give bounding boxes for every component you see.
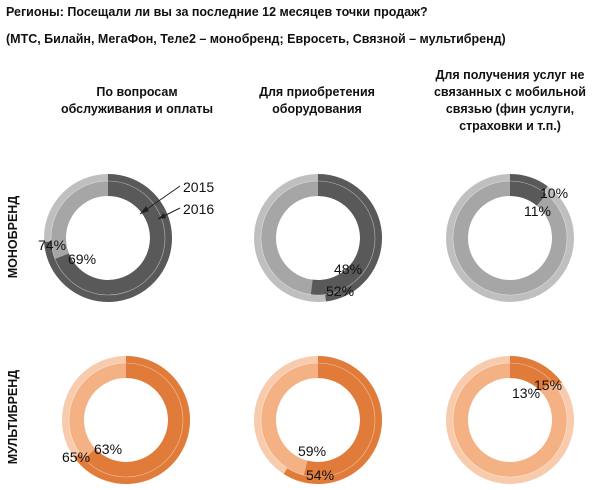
ring-separator — [260, 180, 376, 296]
data-label-2016: 69% — [68, 251, 96, 267]
legend-label-2015: 2015 — [183, 179, 214, 195]
legend-label-2016: 2016 — [183, 201, 214, 217]
donut-slice-2016 — [84, 363, 184, 477]
data-label-2016: 13% — [512, 385, 540, 401]
data-label-2015: 10% — [540, 185, 568, 201]
ring-separator — [452, 362, 568, 478]
donut-slice-2016 — [510, 363, 552, 392]
column-header-line: Для получения услуг не — [435, 68, 585, 82]
column-header-line: связью (фин услуги, — [445, 102, 575, 116]
donut-slice-2015 — [510, 356, 562, 387]
chart-subtitle: (МТС, Билайн, МегаФон, Теле2 – монобренд… — [6, 32, 506, 46]
data-label-2015: 48% — [334, 261, 362, 277]
data-label-2016: 11% — [524, 203, 551, 219]
column-header-line: Для приобретения — [259, 85, 375, 99]
column-header-other-services: Для получения услуг не связанных с мобил… — [415, 67, 600, 135]
data-label-2015: 59% — [298, 443, 326, 459]
donut-slice-2016 — [310, 181, 375, 295]
data-label-2016: 63% — [94, 441, 122, 457]
donut-slice-2015 — [510, 174, 548, 192]
data-label-2016: 54% — [306, 467, 334, 483]
ring-separator — [260, 362, 376, 478]
column-header-line: обслуживания и оплаты — [60, 102, 214, 116]
ring-separator — [452, 180, 568, 296]
ring-separator — [50, 180, 166, 296]
data-label-2015: 65% — [62, 449, 90, 465]
chart-title: Регионы: Посещали ли вы за последние 12 … — [6, 5, 428, 19]
column-header-service: По вопросам обслуживания и оплаты — [42, 84, 232, 118]
legend-pointer-2015-arrow — [140, 206, 149, 214]
donut-slice-2016 — [303, 363, 376, 478]
column-header-line: оборудования — [272, 102, 362, 116]
legend-pointer-2016-arrow — [158, 213, 166, 219]
data-label-2015: 74% — [38, 237, 66, 253]
data-label-2016: 52% — [326, 283, 354, 299]
column-header-line: По вопросам — [96, 85, 178, 99]
donut-slice-2016 — [510, 181, 547, 206]
column-header-line: страховки и т.п.) — [459, 119, 561, 133]
column-header-line: связанных с мобильной — [433, 85, 586, 99]
column-header-equipment: Для приобретения оборудования — [222, 84, 412, 118]
ring-separator — [68, 362, 184, 478]
data-label-2015: 15% — [534, 377, 562, 393]
donut-slice-2015 — [318, 174, 382, 302]
